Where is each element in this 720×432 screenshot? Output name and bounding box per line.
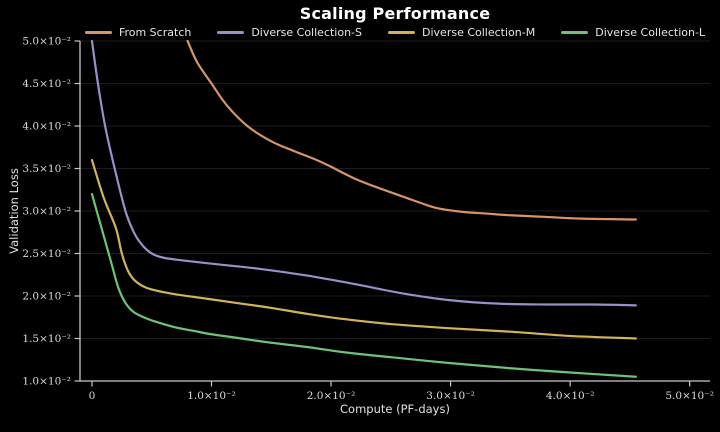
y-tick-label: 4.0×10⁻² <box>22 121 71 133</box>
series-line-from-scratch <box>186 39 637 221</box>
series-line-diverse-collection-l <box>90 192 637 378</box>
x-axis-label: Compute (PF-days) <box>340 402 450 416</box>
x-tick-label: 3.0×10⁻² <box>426 390 475 402</box>
x-tick-label: 1.0×10⁻² <box>187 390 236 402</box>
series-line-swatch-icon <box>84 31 112 34</box>
legend-item-diverse-collection-s: Diverse Collection-S <box>217 26 362 39</box>
y-tick-label: 1.5×10⁻² <box>22 333 71 345</box>
series-line-swatch-icon <box>388 31 416 34</box>
legend-item-diverse-collection-m: Diverse Collection-M <box>388 26 535 39</box>
series-line-swatch-icon <box>561 31 589 34</box>
series-line-diverse-collection-s <box>90 39 637 307</box>
y-tick-label: 2.0×10⁻² <box>22 291 71 303</box>
y-tick-label: 4.5×10⁻² <box>22 78 71 90</box>
x-tick-label: 4.0×10⁻² <box>546 390 595 402</box>
y-tick-label: 3.5×10⁻² <box>22 163 71 175</box>
y-tick-label: 3.0×10⁻² <box>22 206 71 218</box>
x-tick-label: 5.0×10⁻² <box>665 390 714 402</box>
y-tick-label: 1.0×10⁻² <box>22 376 71 388</box>
legend-label: Diverse Collection-M <box>422 26 536 39</box>
legend-item-from-scratch: From Scratch <box>84 26 192 39</box>
legend-label: From Scratch <box>118 26 192 39</box>
legend-label: Diverse Collection-L <box>595 26 706 39</box>
x-tick-label: 2.0×10⁻² <box>307 390 356 402</box>
legend-label: Diverse Collection-S <box>251 26 363 39</box>
series-line-swatch-icon <box>217 31 245 34</box>
x-tick-label: 0 <box>89 390 96 402</box>
legend-item-diverse-collection-l: Diverse Collection-L <box>561 26 705 39</box>
y-tick-label: 5.0×10⁻² <box>22 36 71 48</box>
series-line-diverse-collection-m <box>90 158 637 340</box>
y-tick-label: 2.5×10⁻² <box>22 248 71 260</box>
chart-title: Scaling Performance <box>299 4 491 23</box>
legend: From Scratch Diverse Collection-S Divers… <box>80 26 710 39</box>
